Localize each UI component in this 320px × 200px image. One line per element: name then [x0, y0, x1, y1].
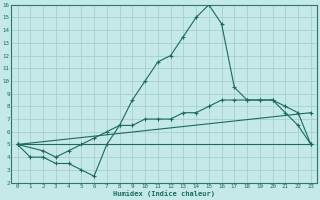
- X-axis label: Humidex (Indice chaleur): Humidex (Indice chaleur): [113, 190, 215, 197]
